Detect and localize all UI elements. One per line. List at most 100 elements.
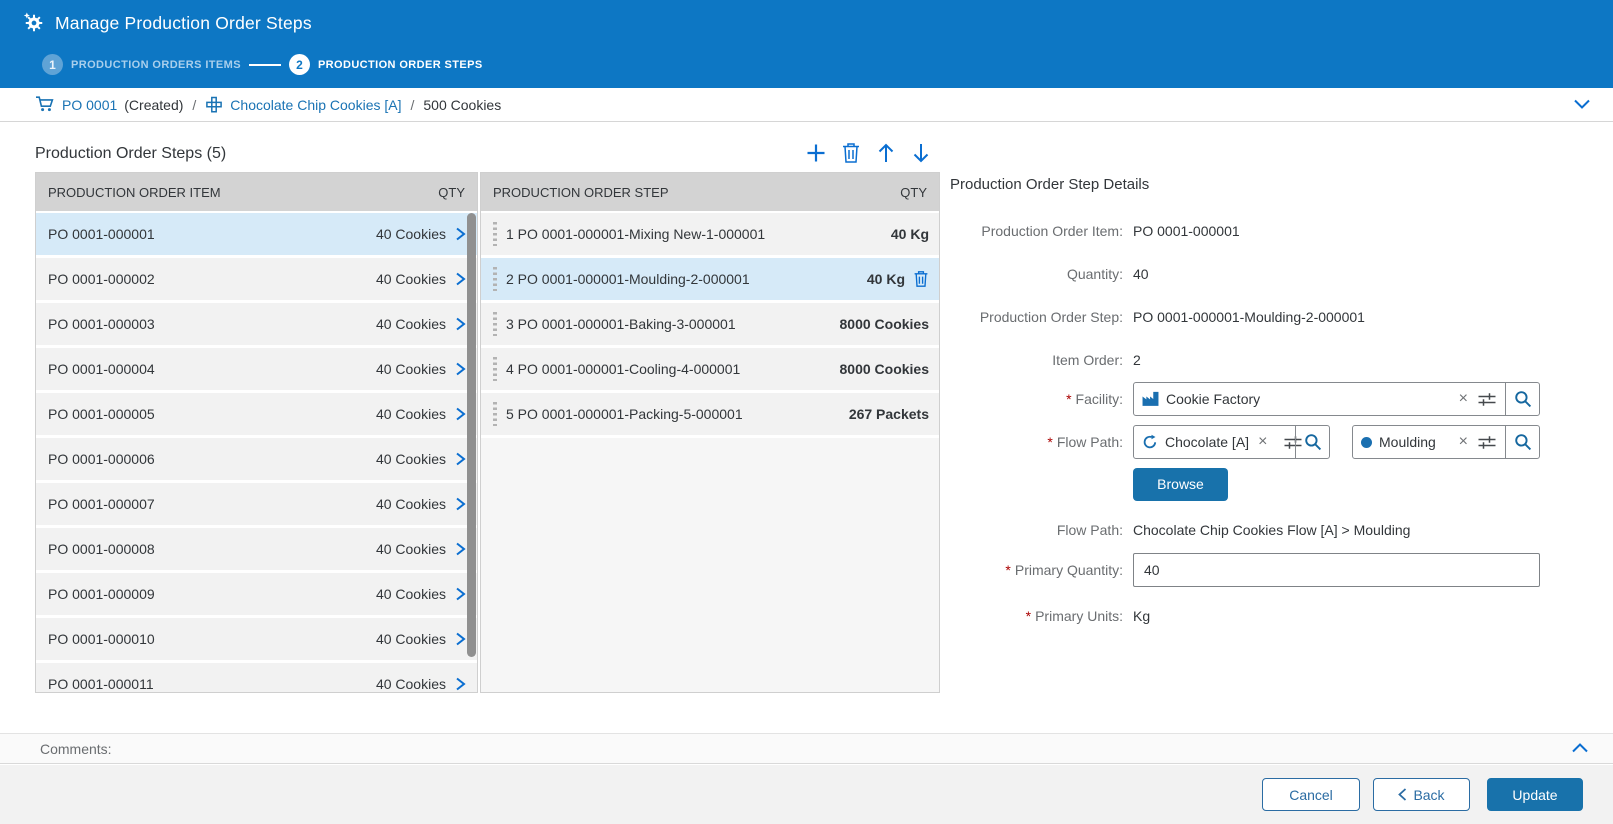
wizard-steps: 1 PRODUCTION ORDERS ITEMS 2 PRODUCTION O… <box>42 54 483 75</box>
items-qty-header: QTY <box>438 185 465 200</box>
item-id: PO 0001-000001 <box>48 226 155 242</box>
field-primary-units: *Primary Units: Kg <box>950 606 1590 626</box>
facility-search-icon[interactable] <box>1505 383 1539 415</box>
field-production-order-step: Production Order Step: PO 0001-000001-Mo… <box>950 307 1590 327</box>
flow-combobox[interactable]: Chocolate [A] × <box>1133 425 1330 459</box>
step-node-icon <box>1361 437 1372 448</box>
step-label: 4 PO 0001-000001-Cooling-4-000001 <box>506 361 740 377</box>
chevron-left-icon <box>1398 788 1407 801</box>
field-quantity: Quantity: 40 <box>950 264 1590 284</box>
production-order-step-row[interactable]: 2 PO 0001-000001-Moulding-2-000001 40 Kg <box>481 258 939 300</box>
browse-button[interactable]: Browse <box>1133 468 1228 501</box>
item-id: PO 0001-000003 <box>48 316 155 332</box>
production-order-item-row[interactable]: PO 0001-00000440 Cookies <box>36 348 477 390</box>
breadcrumb-po-status: (Created) <box>124 97 183 113</box>
item-qty: 40 Cookies <box>376 316 446 332</box>
drag-handle-icon[interactable] <box>493 222 497 246</box>
step-clear-icon[interactable]: × <box>1457 434 1470 450</box>
production-order-item-row[interactable]: PO 0001-00000240 Cookies <box>36 258 477 300</box>
production-order-item-row[interactable]: PO 0001-00000740 Cookies <box>36 483 477 525</box>
field-value: PO 0001-000001 <box>1133 223 1240 239</box>
field-facility: *Facility: Cookie Factory × <box>950 382 1590 416</box>
step-label: 3 PO 0001-000001-Baking-3-000001 <box>506 316 736 332</box>
production-order-steps-table: PRODUCTION ORDER STEP QTY 1 PO 0001-0000… <box>480 172 940 693</box>
move-up-icon[interactable] <box>873 140 899 166</box>
facility-combobox[interactable]: Cookie Factory × <box>1133 382 1540 416</box>
step-value-help-icon[interactable] <box>1477 435 1497 450</box>
production-order-item-row[interactable]: PO 0001-00001040 Cookies <box>36 618 477 660</box>
production-order-step-row[interactable]: 4 PO 0001-000001-Cooling-4-0000018000 Co… <box>481 348 939 390</box>
drag-handle-icon[interactable] <box>493 357 497 381</box>
required-asterisk: * <box>1066 391 1071 407</box>
delete-row-icon[interactable] <box>913 270 929 288</box>
production-order-item-row[interactable]: PO 0001-00001140 Cookies <box>36 663 477 693</box>
add-icon[interactable] <box>803 140 829 166</box>
production-order-step-row[interactable]: 1 PO 0001-000001-Mixing New-1-00000140 K… <box>481 213 939 255</box>
breadcrumb-collapse-chevron-down-icon[interactable] <box>1573 97 1591 111</box>
step-combobox[interactable]: Moulding × <box>1352 425 1540 459</box>
production-order-item-row[interactable]: PO 0001-000003 40 Cookies <box>36 303 477 345</box>
update-button[interactable]: Update <box>1487 778 1583 811</box>
move-down-icon[interactable] <box>908 140 934 166</box>
flow-clear-icon[interactable]: × <box>1256 434 1269 450</box>
chevron-right-icon <box>454 586 467 602</box>
step-search-icon[interactable] <box>1505 426 1539 458</box>
item-id: PO 0001-000007 <box>48 496 155 512</box>
step-2-circle: 2 <box>289 54 310 75</box>
facility-clear-icon[interactable]: × <box>1457 391 1470 407</box>
facility-value-help-icon[interactable] <box>1477 392 1497 407</box>
production-order-item-row[interactable]: PO 0001-00000640 Cookies <box>36 438 477 480</box>
drag-handle-icon[interactable] <box>493 312 497 336</box>
wizard-step-2[interactable]: 2 PRODUCTION ORDER STEPS <box>289 54 483 75</box>
flow-path-text-label: Flow Path: <box>1057 522 1123 538</box>
step-2-label: PRODUCTION ORDER STEPS <box>318 59 483 71</box>
cart-icon <box>35 95 55 114</box>
items-table-scrollbar[interactable] <box>467 213 476 657</box>
step-qty: 40 Kg <box>867 271 905 287</box>
breadcrumb-item-link[interactable]: Chocolate Chip Cookies [A] <box>230 97 401 113</box>
bom-icon <box>205 96 223 114</box>
back-label: Back <box>1413 787 1444 803</box>
drag-handle-icon[interactable] <box>493 402 497 426</box>
item-id: PO 0001-000011 <box>48 676 154 692</box>
required-asterisk: * <box>1047 434 1052 450</box>
primary-quantity-input[interactable] <box>1133 553 1540 587</box>
field-label: Item Order: <box>1052 352 1123 368</box>
production-order-step-row[interactable]: 3 PO 0001-000001-Baking-3-0000018000 Coo… <box>481 303 939 345</box>
item-id: PO 0001-000009 <box>48 586 155 602</box>
step-qty: 40 Kg <box>891 226 929 242</box>
step-label: 2 PO 0001-000001-Moulding-2-000001 <box>506 271 750 287</box>
back-button[interactable]: Back <box>1373 778 1470 811</box>
table-toolbar <box>803 140 934 166</box>
chevron-right-icon <box>454 496 467 512</box>
field-label: Production Order Item: <box>981 223 1123 239</box>
flow-search-icon[interactable] <box>1295 426 1329 458</box>
item-qty: 40 Cookies <box>376 586 446 602</box>
delete-icon[interactable] <box>838 140 864 166</box>
field-value: 40 <box>1133 266 1149 282</box>
chevron-right-icon <box>454 541 467 557</box>
field-value: 2 <box>1133 352 1141 368</box>
step-details-panel: Production Order Step Details Production… <box>950 172 1590 693</box>
steps-section-title: Production Order Steps (5) <box>35 145 226 163</box>
production-order-item-row[interactable]: PO 0001-00000540 Cookies <box>36 393 477 435</box>
cancel-button[interactable]: Cancel <box>1262 778 1360 811</box>
wizard-step-1[interactable]: 1 PRODUCTION ORDERS ITEMS <box>42 54 241 75</box>
breadcrumb-po-link[interactable]: PO 0001 <box>62 97 117 113</box>
items-col-header: PRODUCTION ORDER ITEM <box>48 185 221 200</box>
factory-icon <box>1142 391 1159 407</box>
production-order-item-row[interactable]: PO 0001-000009 40 Cookies <box>36 573 477 615</box>
drag-handle-icon[interactable] <box>493 267 497 291</box>
step-1-circle: 1 <box>42 54 63 75</box>
item-id: PO 0001-000010 <box>48 631 155 647</box>
items-table-body: PO 0001-00000140 CookiesPO 0001-00000240… <box>36 211 477 693</box>
production-order-item-row[interactable]: PO 0001-00000840 Cookies <box>36 528 477 570</box>
field-label: Quantity: <box>1067 266 1123 282</box>
update-label: Update <box>1512 787 1557 803</box>
item-id: PO 0001-000002 <box>48 271 155 287</box>
comments-panel-header[interactable]: Comments: <box>0 733 1613 764</box>
comments-collapse-chevron-up-icon[interactable] <box>1571 741 1589 755</box>
chevron-right-icon <box>454 316 467 332</box>
production-order-step-row[interactable]: 5 PO 0001-000001-Packing-5-000001267 Pac… <box>481 393 939 435</box>
production-order-item-row[interactable]: PO 0001-00000140 Cookies <box>36 213 477 255</box>
